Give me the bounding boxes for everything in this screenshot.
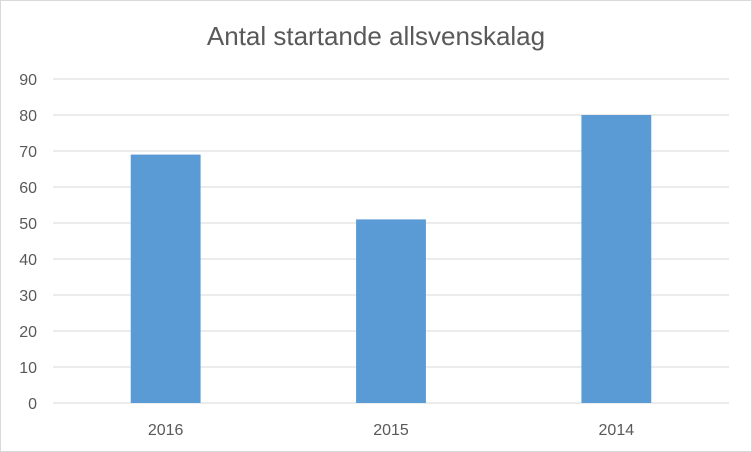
y-tick-label: 90	[19, 72, 37, 89]
y-tick-label: 0	[28, 396, 37, 413]
bar-2015	[356, 219, 426, 403]
y-tick-label: 50	[19, 216, 37, 233]
y-tick-label: 80	[19, 108, 37, 125]
bar-2014	[581, 115, 652, 403]
bar-2016	[130, 154, 201, 403]
x-tick-label: 2015	[373, 422, 409, 439]
x-tick-label: 2016	[148, 422, 184, 439]
bars	[130, 115, 652, 403]
y-tick-label: 10	[19, 360, 37, 377]
y-tick-label: 20	[19, 324, 37, 341]
y-tick-label: 30	[19, 288, 37, 305]
y-tick-label: 60	[19, 180, 37, 197]
x-axis-tick-labels: 2016 2015 2014	[148, 422, 634, 439]
x-tick-label: 2014	[599, 422, 635, 439]
chart-title: Antal startande allsvenskalag	[206, 21, 546, 51]
y-tick-label: 70	[19, 144, 37, 161]
y-tick-label: 40	[19, 252, 37, 269]
y-axis-tick-labels: 0 10 20 30 40 50 60 70 80 90	[19, 72, 37, 413]
